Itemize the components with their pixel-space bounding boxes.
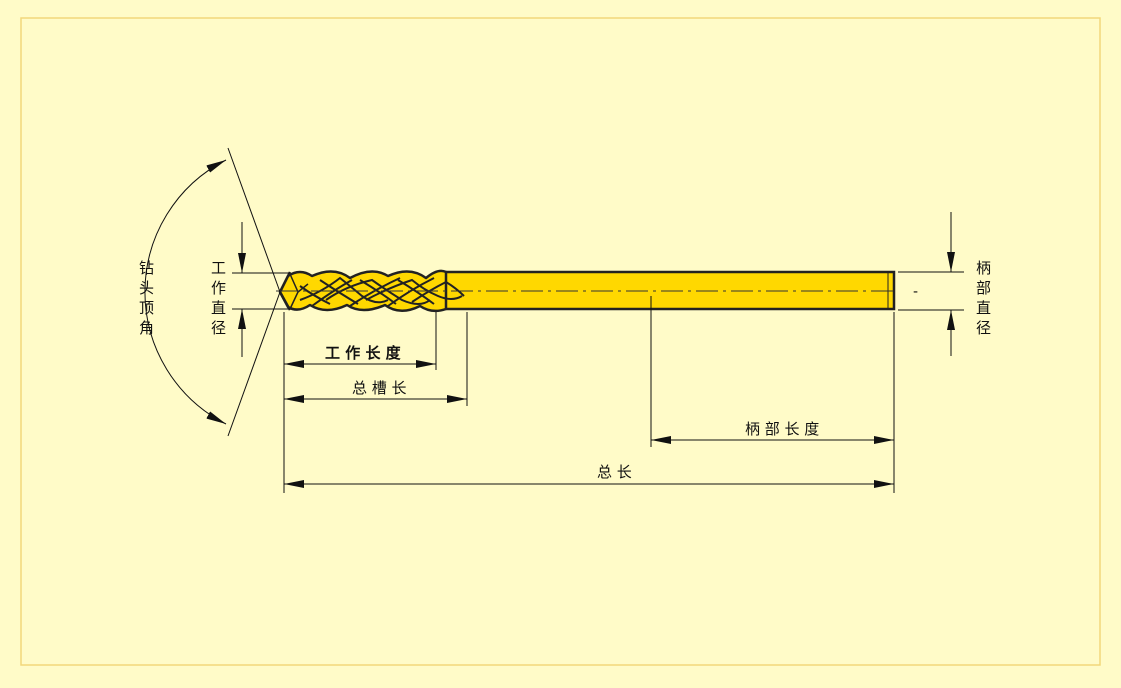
label-shank-diameter-4: 径 [976,319,991,337]
label-working-diameter-2: 作 [211,279,226,297]
dim-point-angle [144,159,227,425]
label-total-flute-length: 总 槽 长 [352,379,407,397]
label-shank-diameter-1: 柄 [976,259,991,277]
label-shank-diameter-3: 直 [976,299,991,317]
label-shank-diameter-2: 部 [976,279,991,297]
label-point-angle-2: 头 [139,279,154,297]
dash-mark: - [913,284,918,300]
drill-tip [278,271,292,311]
label-shank-diameter: 柄 部 直 径 [976,259,991,337]
label-working-length: 工 作 长 度 [325,344,402,362]
label-point-angle-1: 钻 [139,259,154,277]
label-overall-length: 总 长 [597,463,632,481]
label-shank-length: 柄 部 长 度 [745,420,819,438]
label-point-angle-4: 角 [139,319,154,337]
label-working-diameter-4: 径 [211,319,226,337]
label-point-angle-3: 顶 [139,299,154,317]
label-working-diameter-1: 工 [211,259,226,277]
label-point-angle: 钻 头 顶 角 [139,259,154,337]
label-working-diameter: 工 作 直 径 [211,259,226,337]
drawing-frame [20,17,1101,666]
label-working-diameter-3: 直 [211,299,226,317]
extension-lines [227,147,964,493]
